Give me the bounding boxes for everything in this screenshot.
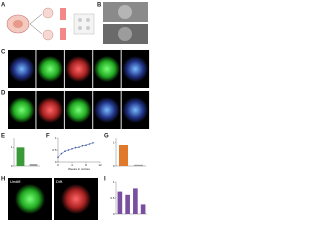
- y-tick-label: 0.5: [110, 196, 115, 200]
- bar: [125, 194, 130, 214]
- panel-label: C: [1, 50, 6, 56]
- y-tick-label: 0: [11, 164, 13, 168]
- panel-label: H: [1, 177, 5, 183]
- y-tick-label: 1: [113, 140, 115, 144]
- y-tick-label: 0: [113, 164, 115, 168]
- x-axis-title: Weeks in culture: [68, 167, 90, 171]
- y-tick-label: 1: [11, 145, 13, 149]
- x-tick-label: 8: [85, 163, 87, 167]
- image-label: Diff.: [56, 179, 63, 184]
- panel-label: E: [1, 134, 5, 140]
- bar: [16, 147, 25, 166]
- y-tick-label: 0: [113, 212, 115, 216]
- x-tick-label: 4: [71, 163, 73, 167]
- organoid: [15, 184, 45, 214]
- y-tick-label: 0: [55, 160, 57, 164]
- figure: Undiff. Diff. A B C D E F G H I 0 1 0 0.5 1 0 4 8 12 Weeks…: [1, 2, 150, 220]
- bar: [133, 188, 138, 214]
- point: [67, 149, 70, 151]
- organoid: [37, 56, 64, 82]
- point: [92, 142, 94, 144]
- bar: [117, 191, 123, 214]
- panel-label: D: [1, 91, 6, 97]
- point: [85, 144, 87, 146]
- image-label: Undiff.: [10, 179, 22, 184]
- bar: [29, 164, 38, 166]
- organoid: [65, 97, 92, 123]
- organoid: [37, 97, 64, 123]
- point: [74, 146, 77, 149]
- point: [88, 143, 91, 145]
- organoid: [122, 56, 149, 82]
- organoid: [118, 27, 132, 41]
- organoid: [93, 56, 120, 82]
- point: [60, 152, 63, 155]
- organoid: [118, 5, 132, 19]
- organoid: [8, 97, 35, 123]
- fluorescence-rows: [8, 50, 150, 129]
- x-tick-label: 12: [98, 163, 102, 167]
- point: [81, 144, 84, 147]
- organoid: [122, 97, 149, 123]
- x-tick-label: 0: [57, 163, 59, 167]
- y-tick-label: 1: [113, 180, 115, 184]
- panel-label: I: [104, 177, 106, 183]
- line: [57, 142, 94, 158]
- point: [78, 146, 80, 148]
- point: [64, 150, 66, 152]
- bar: [134, 164, 143, 166]
- organoid: [65, 56, 92, 82]
- organoid: [61, 184, 91, 214]
- organoid: [93, 97, 120, 123]
- point: [71, 148, 73, 150]
- y-tick-label: 0.5: [52, 148, 57, 152]
- schematic: [6, 7, 95, 41]
- point: [57, 156, 59, 158]
- bar: [119, 145, 128, 166]
- panel-label: G: [104, 134, 109, 140]
- organoid: [8, 56, 35, 82]
- panel-label: A: [1, 3, 6, 9]
- y-tick-label: 1: [55, 136, 57, 140]
- panel-label: F: [46, 134, 50, 140]
- bar: [140, 204, 146, 214]
- panel-label: B: [97, 3, 102, 9]
